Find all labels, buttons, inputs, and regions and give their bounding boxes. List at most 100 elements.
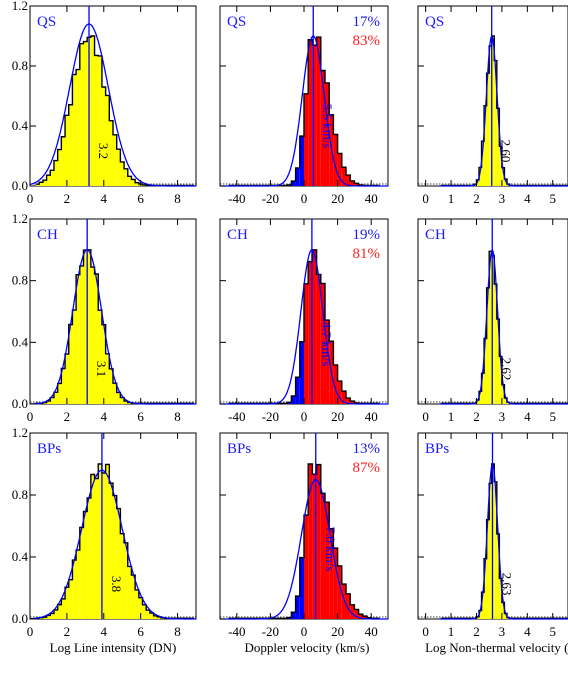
panel-2-0-bar [72,560,77,619]
panel-1-2-xtick-label: 3 [499,409,506,424]
panel-1-0-xtick-label: 0 [27,409,34,424]
panel-2-1-xtick-label: 0 [301,624,308,639]
panel-0-1-xtick-label: 40 [365,191,378,206]
panel-0-2-xtick-label: 1 [448,191,455,206]
panel-0-1-bar [320,70,325,186]
panel-2-2-row-label: BPs [425,441,449,457]
panel-0-0-bar [68,104,73,186]
panel-0-0-bar [53,160,58,186]
panel-0-2-bar [494,60,497,187]
panel-2-0-bar [149,613,154,619]
column-xlabel-0: Log Line intensity (DN) [50,640,177,655]
panel-2-2-bar [501,602,505,619]
panel-2-1-bar [358,614,363,619]
panel-2-0-bar [116,508,121,619]
panel-2-1-bar [329,528,334,619]
panel-0-1-xtick-label: 0 [301,191,308,206]
panel-0-0-bar [109,120,113,186]
panel-2-2-xtick-label: 1 [448,624,455,639]
panel-0-0-bar [39,182,43,186]
panel-2-0-bar [87,497,91,619]
panel-2-0-bar [113,495,117,619]
panel-0-0-bar [46,175,51,186]
panel-1-2-bar [501,384,505,404]
panel-1-1-bar [341,391,346,404]
panel-1-0-xtick-label: 4 [101,409,108,424]
panel-0-1-red-percent: 83% [353,33,381,49]
panel-2-1-bar [341,584,346,619]
panel-2-2-fit-curve [439,463,568,620]
panel-0-2-bar [501,167,505,186]
panel-2-1-bar [316,464,321,619]
panel-2-2-bar [484,558,487,619]
panel-2-0-bar [61,598,66,619]
panel-1-0-bar [65,354,69,404]
panel-2-0-bar [146,610,150,619]
panel-1-1-row-label: CH [227,227,248,243]
panel-0-0-bar [35,184,40,186]
panel-1-1-xtick-label: -40 [228,409,245,424]
panel-0-0-bar [105,95,110,186]
panel-0-0-ytick-label: 1.2 [12,0,28,13]
panel-1-2-xtick-label: 0 [422,409,429,424]
panel-0-0-bar [57,149,62,186]
panel-0-0-bar [101,86,106,186]
panel-2-0-bar [135,589,139,619]
panel-1-0-bar [105,353,110,404]
panel-0-1-bar [316,37,321,187]
panel-0-0-bar [79,43,84,187]
panel-0-0-bar [131,179,136,186]
column-xlabel-1: Doppler velocity (km/s) [245,640,370,655]
panel-0-2-fit-curve [439,35,568,187]
panel-2-1-bar [291,612,296,619]
panel-0-1-xtick-label: 20 [331,191,344,206]
panel-1-0-fit-curve [30,249,196,405]
panel-1-0-bar [46,401,51,404]
panel-1-1-bar [304,283,309,404]
panel-0-0-bar [50,170,54,186]
panel-0-0-bar [61,136,66,186]
panel-0-1-bar [312,45,317,186]
panel-0-1-bar [325,82,330,186]
panel-1-0-bar [57,383,62,404]
panel-1-0-bar [98,310,102,404]
panel-0-2-bar [486,73,490,186]
panel-2-2-bar [479,610,482,619]
panel-2-0-bar [127,566,132,619]
panel-1-0-bar [87,249,91,404]
panel-0-2-xtick-label: 0 [422,191,429,206]
panel-2-0-ytick-label: 0.0 [12,611,28,626]
panel-2-0-peak-value: 3.8 [109,576,124,592]
panel-1-2-hist-outline [440,250,568,405]
panel-2-2-bar [489,483,492,619]
panel-1-1-bar [325,320,330,404]
panel-0-2-bar [484,105,487,186]
panel-1-0-bar [42,402,47,404]
panel-1-0-bar [79,265,84,404]
panel-0-1-xtick-label: -40 [228,191,245,206]
panel-2-1-xtick-label: -20 [262,624,279,639]
panel-1-0-xtick-label: 2 [64,409,71,424]
panel-1-2-bar [476,399,480,404]
panel-2-1-bar [312,474,317,619]
panel-2-0-xtick-label: 4 [101,624,108,639]
panel-2-1-blue-percent: 13% [353,441,381,457]
panel-2-1-bar [333,548,338,619]
panel-0-0-peak-value: 3.2 [96,143,111,159]
panel-0-0-bar [90,36,95,186]
panel-1-1-xtick-label: -20 [262,409,279,424]
panel-0-1-bar [308,39,313,186]
panel-0-0-bar [94,55,99,186]
panel-1-2-bar [486,287,490,404]
panel-2-1-bar [325,502,330,619]
panel-0-0-xtick-label: 8 [174,191,181,206]
panel-2-0-xtick-label: 8 [174,624,181,639]
panel-0-1-xtick-label: -20 [262,191,279,206]
panel-2-0-ytick-label: 0.4 [12,549,29,564]
panel-2-2-xtick-label: 2 [473,624,480,639]
panel-2-0-bar [94,478,99,619]
panel-2-1-bar [354,609,359,619]
panel-0-2-bar [489,45,492,186]
panel-1-1-red-percent: 81% [353,246,381,262]
panel-1-0-bar [101,324,106,404]
